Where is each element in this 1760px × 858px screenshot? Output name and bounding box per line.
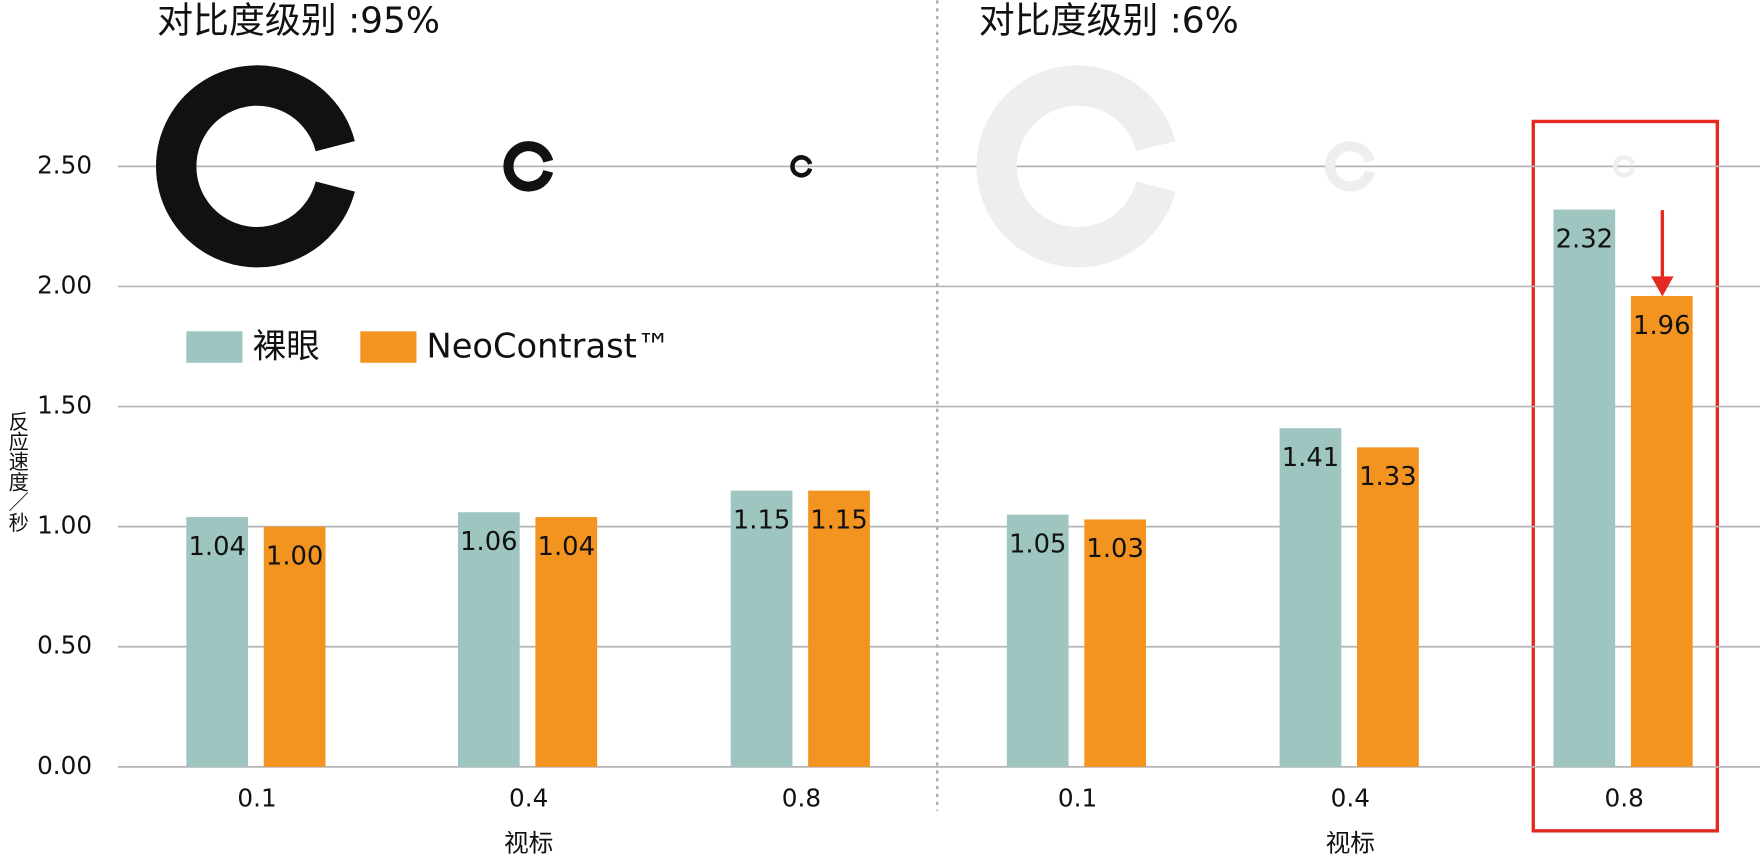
- value-label: 1.03: [1086, 534, 1143, 564]
- highlight-arrowhead: [1651, 276, 1674, 297]
- bar: [730, 490, 793, 767]
- highlight-box: [1531, 119, 1720, 833]
- panel-title: 对比度级别 :6%: [979, 1, 1239, 42]
- value-label: 1.00: [266, 541, 323, 571]
- y-axis-title: 反应速度／秒: [5, 411, 29, 532]
- x-tick-label: 0.1: [237, 783, 276, 812]
- bar: [808, 490, 870, 767]
- x-tick-label: 0.4: [509, 783, 548, 812]
- x-axis-title: 视标: [1326, 828, 1375, 857]
- y-tick-label: 1.50: [37, 391, 92, 420]
- x-axis-title: 视标: [504, 828, 553, 857]
- bar: [263, 526, 326, 767]
- panel-title: 对比度级别 :95%: [157, 1, 440, 42]
- bar: [1006, 514, 1069, 767]
- x-tick-label: 0.8: [782, 783, 821, 812]
- y-tick-label: 2.00: [37, 270, 92, 299]
- value-label: 1.05: [1009, 529, 1066, 559]
- x-tick-label: 0.1: [1058, 783, 1097, 812]
- value-label: 1.04: [188, 532, 245, 562]
- bar: [1357, 447, 1419, 767]
- bar: [1279, 428, 1342, 767]
- legend-label: 裸眼: [253, 327, 320, 366]
- bar: [1553, 209, 1616, 767]
- legend-swatch: [186, 331, 243, 363]
- legend-swatch: [360, 331, 417, 363]
- value-label: 1.06: [460, 527, 517, 557]
- value-label: 1.15: [810, 505, 867, 535]
- y-tick-label: 1.00: [37, 511, 92, 540]
- bar: [535, 517, 598, 767]
- value-label: 2.32: [1556, 224, 1613, 254]
- value-label: 1.96: [1633, 311, 1690, 341]
- y-tick-label: 2.50: [37, 150, 92, 179]
- landolt-ring: [1325, 141, 1375, 192]
- y-tick-label: 0.00: [37, 751, 92, 780]
- landolt-ring: [790, 155, 813, 178]
- x-tick-label: 0.8: [1605, 783, 1644, 812]
- legend-label: NeoContrast™: [427, 327, 671, 366]
- x-tick-label: 0.4: [1331, 783, 1370, 812]
- landolt-ring: [1613, 155, 1636, 178]
- bar: [457, 512, 520, 767]
- y-tick-label: 0.50: [37, 631, 92, 660]
- landolt-ring: [156, 65, 355, 268]
- bar: [1630, 296, 1693, 767]
- bar: [1084, 519, 1147, 767]
- bar: [186, 517, 249, 767]
- value-label: 1.15: [733, 505, 790, 535]
- landolt-ring: [503, 141, 554, 192]
- value-label: 1.04: [538, 532, 595, 562]
- value-label: 1.33: [1359, 462, 1416, 492]
- value-label: 1.41: [1282, 443, 1339, 473]
- landolt-ring: [976, 65, 1176, 268]
